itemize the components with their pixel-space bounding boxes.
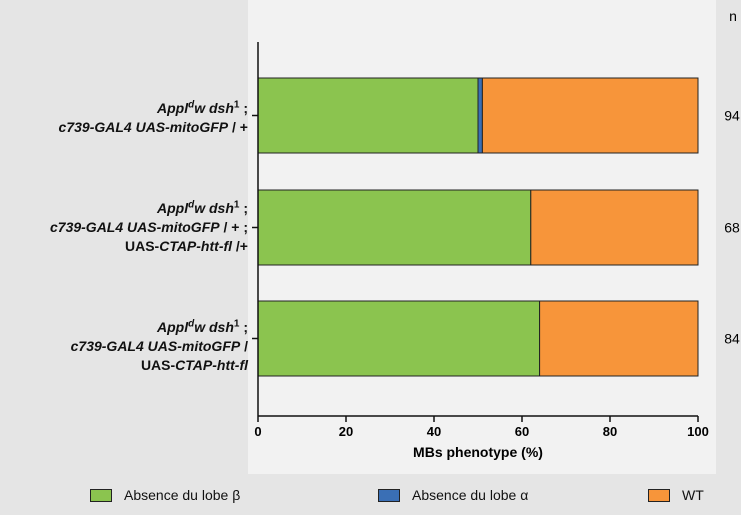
legend-swatch-wt — [648, 488, 670, 502]
legend-swatch-alpha — [378, 488, 400, 502]
legend-label-beta: Absence du lobe β — [124, 487, 241, 503]
x-tick-label: 100 — [687, 424, 709, 439]
x-tick-label: 60 — [515, 424, 529, 439]
stacked-bar-chart: 0 20 40 60 80 100 MBs phenotype (%) n 94 68 84 — [252, 8, 740, 460]
category-label-2: Appldw dsh1 ; c739-GAL4 UAS-mitoGFP / + ;… — [50, 199, 248, 254]
bar-row1-series3 — [481, 77, 699, 154]
bar-row2-series3 — [530, 189, 699, 266]
category-label-3: Appldw dsh1 ; c739-GAL4 UAS-mitoGFP / UAS-… — [70, 318, 248, 373]
n-header: n — [729, 8, 737, 24]
legend: Absence du lobe β Absence du lobe α WT — [0, 474, 741, 515]
legend-item-wt: WT — [648, 487, 704, 503]
bar-row1-series1 — [257, 77, 479, 154]
legend-label-alpha: Absence du lobe α — [412, 487, 529, 503]
n-value: 68 — [724, 220, 740, 236]
bar-row1-series2 — [477, 77, 483, 154]
x-tick-label: 20 — [339, 424, 353, 439]
legend-label-wt: WT — [682, 487, 704, 503]
x-axis-label: MBs phenotype (%) — [413, 444, 543, 460]
legend-item-alpha: Absence du lobe α — [378, 487, 528, 503]
legend-swatch-beta — [90, 488, 112, 502]
n-value: 84 — [724, 331, 740, 347]
x-tick-label: 40 — [427, 424, 441, 439]
bar-row3-series1 — [257, 300, 541, 377]
n-value: 94 — [724, 108, 740, 124]
bar-row2-series1 — [257, 189, 532, 266]
category-label-1: Appldw dsh1 ; c739-GAL4 UAS-mitoGFP / + — [58, 99, 248, 135]
bar-row3-series3 — [539, 300, 699, 377]
legend-item-beta: Absence du lobe β — [90, 487, 240, 503]
x-tick-label: 0 — [254, 424, 261, 439]
x-tick-label: 80 — [603, 424, 617, 439]
